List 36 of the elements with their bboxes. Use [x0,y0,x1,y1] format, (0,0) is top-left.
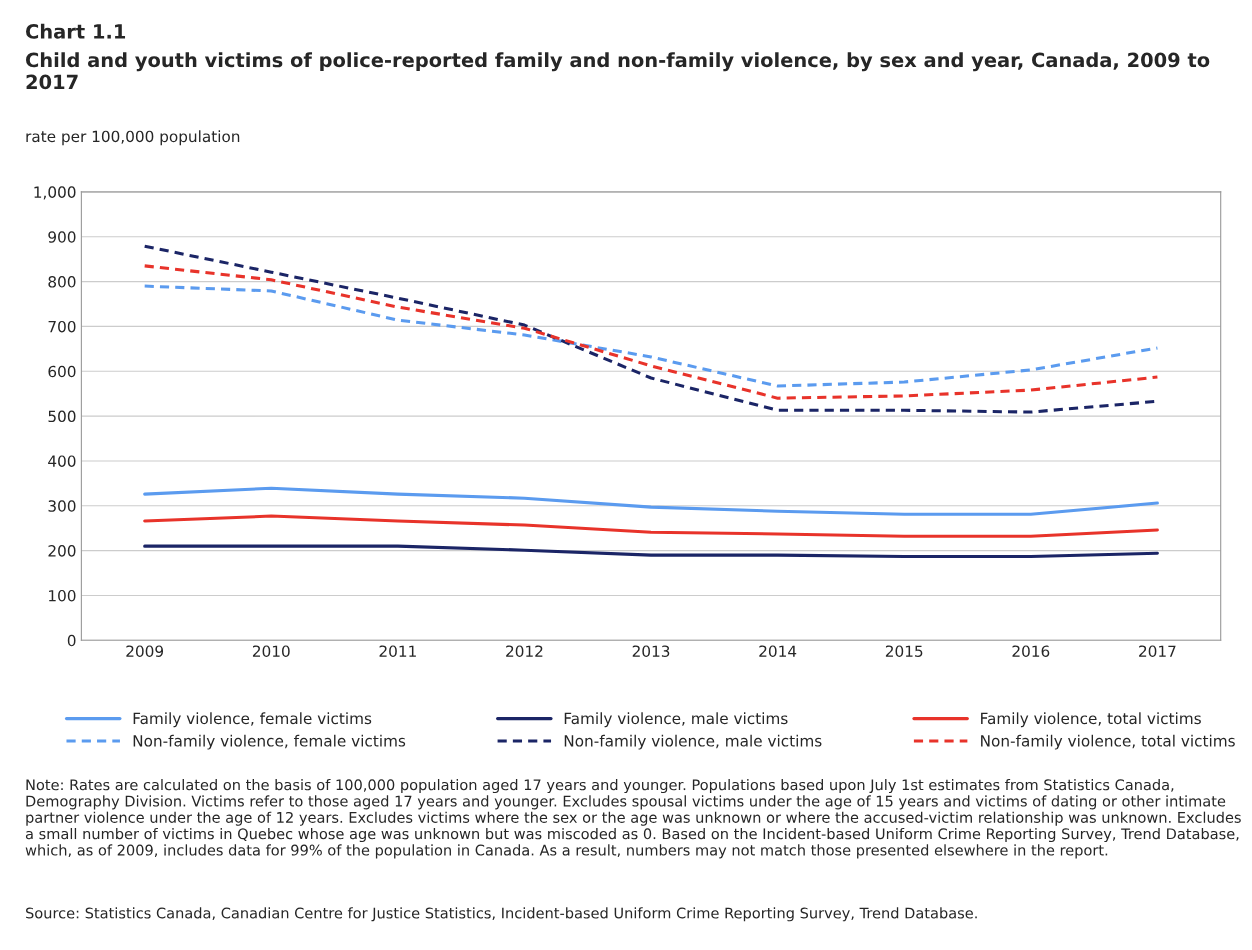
line-series [143,486,1159,516]
y-tick-label: 0 [67,634,76,647]
legend-label: Non-family violence, female victims [133,734,406,750]
text: Note: Rates are calculated on the basis of 100,000 population aged 17 years and younger. Populations based upon July 1st estimates from Statistics Canada, Demography Division. Victims refer to those aged 17 years and younger. Excludes spousal victims under the age of 15 years and victims of dating or other intimate partner violence under the age of 12 years. Excludes victims where the sex or the age was unknown or where the accused-victim relationship was unknown. Excludes a small number of victims in Quebec whose age was unknown but was miscoded as 0. Based on the Incident-based Uniform Crime Reporting Survey, Trend Database, which, as of 2009, includes data for 99% of the population in Canada. As a result, numbers may not match those presented elsewhere in the report. [25,779,1241,859]
x-tick-label: 2017 [1139,645,1176,657]
x-tick-label: 2010 [252,645,290,657]
line-series [143,514,1159,538]
y-tick-label: 1,000 [34,186,76,200]
legend-label: Non-family violence, male victims [564,734,822,750]
y-tick-label: 600 [48,365,76,378]
chart-subtitle: Child and youth victims of police-reported family and non-family violence, by sex and year, Canada, 2009 to 2017 [26,52,1210,90]
y-tick-label: 900 [48,231,76,243]
legend-label: Family violence, total victims [981,712,1201,728]
y-tick-label: 300 [48,500,76,512]
y-tick-label: 800 [48,276,76,288]
x-tick-label: 2016 [1012,645,1050,657]
x-tick-label: 2011 [379,645,416,657]
legend-label: Family violence, female victims [133,712,372,728]
chart-title: Chart 1.1 [26,23,126,39]
y-tick-label: 500 [48,410,76,423]
x-tick-label: 2009 [126,645,164,657]
x-tick-label: 2013 [632,645,670,657]
y-tick-label: 100 [49,589,76,602]
line-series [143,264,1159,400]
source-note: Source: Statistics Canada, Canadian Centre for Justice Statistics, Incident-based Uniform Crime Reporting Survey, Trend Database. [26,907,977,922]
legend-label: Non-family violence, total victims [981,734,1235,750]
y-tick-label: 700 [48,320,76,333]
y-tick-label: 400 [48,455,76,467]
line-series [143,284,1159,388]
y-tick-label: 200 [48,545,76,557]
x-tick-label: 2014 [759,645,797,657]
x-tick-label: 2012 [506,645,543,657]
line-series [143,544,1159,558]
y-axis-title: rate per 100,000 population [26,130,240,146]
x-tick-label: 2015 [885,645,923,657]
legend-label: Family violence, male victims [564,712,788,728]
